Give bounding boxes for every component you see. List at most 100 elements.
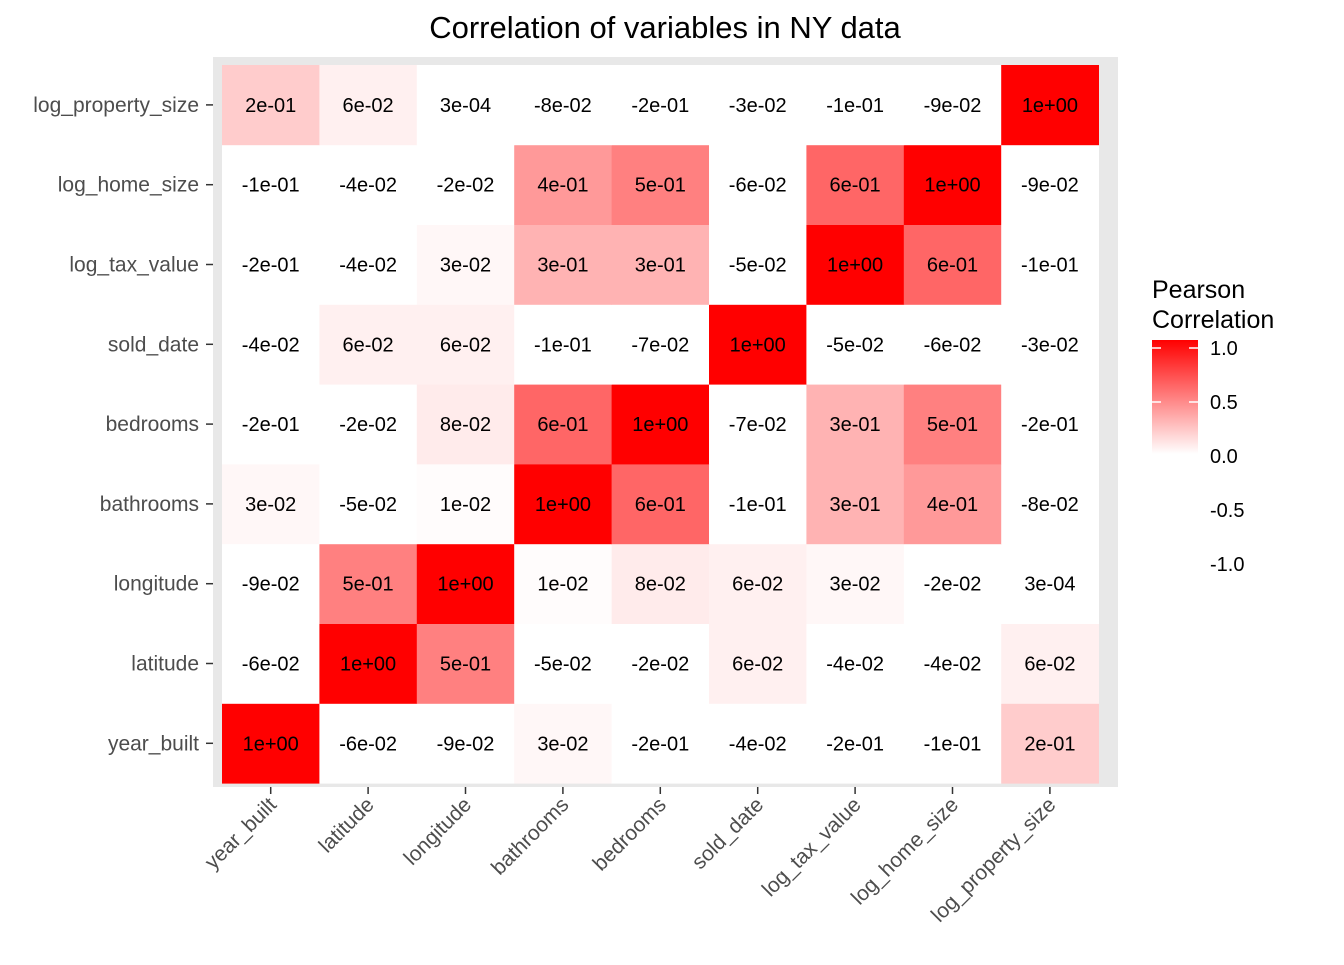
heatmap-cell-bedrooms-log_tax_value (806, 384, 905, 465)
heatmap-cell-sold_date-longitude (416, 304, 515, 385)
cell-label: 1e+00 (340, 654, 396, 676)
heatmap-cell-bedrooms-latitude (319, 384, 418, 465)
heatmap-cell-longitude-latitude (319, 543, 418, 624)
heatmap-cell-longitude-sold_date (709, 543, 807, 624)
cell-label: -6e-02 (924, 334, 982, 356)
heatmap-cell-log_home_size-year_built (222, 144, 320, 225)
cell-label: 3e-01 (830, 494, 881, 516)
heatmap-cell-log_property_size-log_home_size (903, 65, 1002, 146)
cell-label: -1e-01 (729, 494, 787, 516)
cell-label: 3e-04 (440, 95, 491, 117)
cell-label: 6e-01 (537, 414, 588, 436)
cell-label: 1e+00 (1022, 95, 1078, 117)
cell-label: -5e-02 (826, 334, 884, 356)
y-tick-label-longitude: longitude (114, 573, 199, 596)
heatmap-cell-bathrooms-log_tax_value (806, 464, 905, 545)
heatmap-cell-log_tax_value-log_tax_value (806, 224, 905, 305)
cell-label: -8e-02 (534, 95, 592, 117)
heatmap-cell-log_home_size-longitude (416, 144, 515, 225)
heatmap-cell-log_property_size-log_property_size (1001, 65, 1099, 146)
cell-label: 8e-02 (635, 574, 686, 596)
heatmap-cell-log_home_size-sold_date (709, 144, 807, 225)
cell-label: -7e-02 (729, 414, 787, 436)
heatmap-cell-bedrooms-bathrooms (514, 384, 612, 465)
x-tick-label-log_tax_value: log_tax_value (758, 793, 866, 901)
heatmap-cell-log_tax_value-log_property_size (1001, 224, 1099, 305)
heatmap-cell-sold_date-bathrooms (514, 304, 612, 385)
cell-label: 2e-01 (1024, 733, 1075, 755)
cell-label: -1e-01 (242, 175, 300, 197)
y-tick-label-bedrooms: bedrooms (106, 413, 199, 436)
y-tick-label-sold_date: sold_date (108, 333, 199, 356)
heatmap-cell-longitude-log_tax_value (806, 543, 905, 624)
cell-label: 1e-02 (537, 574, 588, 596)
x-tick-label-bathrooms: bathrooms (487, 793, 573, 879)
heatmap-cell-longitude-year_built (222, 543, 320, 624)
heatmap-cell-log_home_size-log_home_size (903, 144, 1002, 225)
cell-label: -4e-02 (242, 334, 300, 356)
heatmap-cell-sold_date-log_property_size (1001, 304, 1099, 385)
heatmap-cell-bedrooms-log_home_size (903, 384, 1002, 465)
cell-label: -4e-02 (729, 733, 787, 755)
cell-label: 1e+00 (730, 334, 786, 356)
cell-label: -1e-01 (534, 334, 592, 356)
legend-ticks: 1.0 0.5 0.0 -0.5 -1.0 (1152, 338, 1244, 576)
cell-label: 5e-01 (440, 654, 491, 676)
legend-tick-label: -1.0 (1210, 554, 1244, 576)
cell-label: -7e-02 (631, 334, 689, 356)
chart-title: Correlation of variables in NY data (429, 10, 901, 45)
cell-label: -2e-01 (826, 733, 884, 755)
cell-label: 1e+00 (243, 733, 299, 755)
heatmap-cell-longitude-log_property_size (1001, 543, 1099, 624)
cell-label: -2e-01 (242, 414, 300, 436)
cell-label: 2e-01 (245, 95, 296, 117)
x-tick-label-latitude: latitude (314, 793, 378, 857)
cell-label: -2e-02 (631, 654, 689, 676)
cell-label: 3e-02 (830, 574, 881, 596)
legend-tick-label: 0.5 (1210, 392, 1238, 414)
cell-label: 6e-02 (343, 95, 394, 117)
cell-label: -1e-01 (924, 733, 982, 755)
heatmap-cell-bathrooms-log_property_size (1001, 464, 1099, 545)
cell-label: 6e-02 (732, 574, 783, 596)
cell-label: -1e-01 (826, 95, 884, 117)
cell-label: -9e-02 (242, 574, 300, 596)
heatmap-cell-year_built-year_built (222, 703, 320, 784)
heatmap-cell-sold_date-log_tax_value (806, 304, 905, 385)
heatmap-cell-log_property_size-longitude (416, 65, 515, 146)
heatmap-cell-latitude-log_home_size (903, 623, 1002, 704)
heatmap-cell-log_property_size-log_tax_value (806, 65, 905, 146)
cell-label: -2e-01 (1021, 414, 1079, 436)
heatmap-cell-longitude-bedrooms (611, 543, 710, 624)
x-axis: year_built latitude longitude bathrooms bedr… (201, 787, 1060, 927)
y-axis: year_built latitude longitude bathrooms bedr… (33, 94, 213, 755)
heatmap-cell-sold_date-bedrooms (611, 304, 710, 385)
heatmap-cell-bedrooms-year_built (222, 384, 320, 465)
cell-label: 4e-01 (537, 175, 588, 197)
cell-label: 3e-01 (635, 255, 686, 277)
heatmap-cell-longitude-log_home_size (903, 543, 1002, 624)
cell-label: -2e-02 (437, 175, 495, 197)
cell-label: 5e-01 (635, 175, 686, 197)
cell-label: -2e-02 (924, 574, 982, 596)
heatmap-cell-sold_date-year_built (222, 304, 320, 385)
heatmap-cell-log_property_size-sold_date (709, 65, 807, 146)
heatmap-cell-bedrooms-log_property_size (1001, 384, 1099, 465)
heatmap-cell-latitude-latitude (319, 623, 418, 704)
cell-label: 1e+00 (437, 574, 493, 596)
cell-label: 6e-02 (732, 654, 783, 676)
heatmap-cell-longitude-bathrooms (514, 543, 612, 624)
cell-label: -2e-01 (631, 95, 689, 117)
heatmap-cell-log_home_size-latitude (319, 144, 418, 225)
cell-label: -9e-02 (437, 733, 495, 755)
heatmap-cell-log_tax_value-bathrooms (514, 224, 612, 305)
x-tick-label-sold_date: sold_date (688, 793, 769, 874)
heatmap-cell-log_tax_value-year_built (222, 224, 320, 305)
cell-label: 1e+00 (827, 255, 883, 277)
heatmap-cell-bathrooms-log_home_size (903, 464, 1002, 545)
heatmap-cell-latitude-longitude (416, 623, 515, 704)
cell-label: 1e+00 (632, 414, 688, 436)
heatmap-cell-latitude-log_property_size (1001, 623, 1099, 704)
y-tick-label-bathrooms: bathrooms (100, 493, 199, 516)
cell-label: 6e-01 (927, 255, 978, 277)
